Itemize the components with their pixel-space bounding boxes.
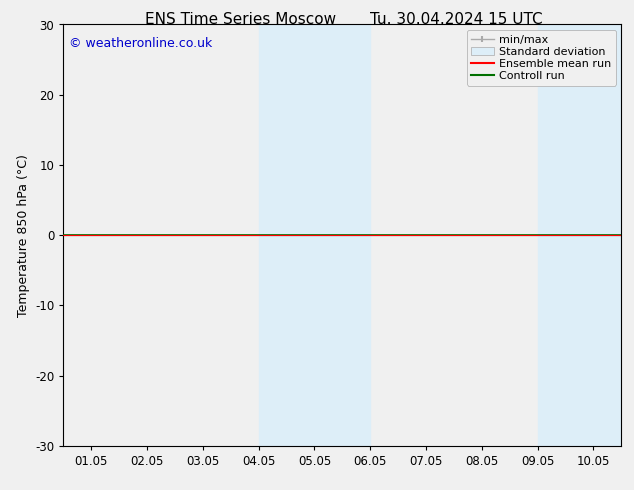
Y-axis label: Temperature 850 hPa (°C): Temperature 850 hPa (°C) bbox=[16, 154, 30, 317]
Bar bbox=[259, 24, 370, 446]
Legend: min/max, Standard deviation, Ensemble mean run, Controll run: min/max, Standard deviation, Ensemble me… bbox=[467, 30, 616, 86]
Text: Tu. 30.04.2024 15 UTC: Tu. 30.04.2024 15 UTC bbox=[370, 12, 543, 27]
Text: ENS Time Series Moscow: ENS Time Series Moscow bbox=[145, 12, 337, 27]
Bar bbox=[538, 24, 621, 446]
Text: © weatheronline.co.uk: © weatheronline.co.uk bbox=[69, 37, 212, 50]
